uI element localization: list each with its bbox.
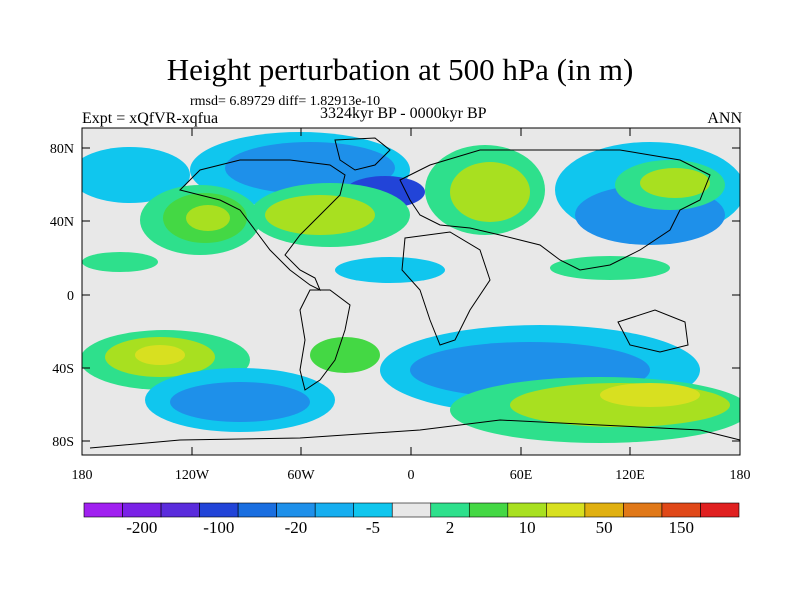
colorbar-label-4: 2 [446,518,455,537]
colorbar-box-11 [507,502,547,518]
lon-label-120e: 120E [615,468,645,483]
colorbar-box-14 [623,502,663,518]
colorbar-label-3: -5 [366,518,380,537]
contour-field [82,128,740,455]
colorbar-box-4 [237,502,277,518]
lat-label-80n: 80N [50,142,74,157]
contour-nh-atlantic-blue [225,142,395,194]
contour-sh-southern-positive-peak [600,383,700,407]
contour-tropical-pacific [82,252,158,272]
colorbar [83,502,740,518]
colorbar-box-9 [430,502,470,518]
colorbar-labels: -200 -100 -20 -5 2 10 50 150 [126,518,694,537]
lon-label-0: 0 [408,468,415,483]
colorbar-label-6: 50 [596,518,613,537]
coast-greenland [334,137,391,171]
contour-tropical-indian [550,256,670,280]
colorbar-box-5 [276,502,316,518]
colorbar-box-3 [199,502,239,518]
colorbar-box-8 [391,502,432,518]
tick-marks [81,128,741,455]
rmsd-diff-stats: rmsd= 6.89729 diff= 1.82913e-10 [190,94,381,109]
lon-label-180w: 180 [72,468,93,483]
colorbar-box-1 [122,502,162,518]
colorbar-label-5: 10 [519,518,536,537]
colorbar-box-10 [468,502,509,518]
coastlines [89,137,741,449]
contour-nh-pacific-negative [82,147,190,203]
coast-eurasia [399,149,711,271]
period-label: 3324kyr BP - 0000kyr BP [320,105,487,122]
colorbar-box-16 [700,502,740,518]
coast-antarctica [89,419,741,449]
coast-africa [401,231,491,346]
lat-label-40s: 40S [52,362,74,377]
lon-label-60e: 60E [510,468,533,483]
colorbar-label-2: -20 [285,518,308,537]
colorbar-label-0: -200 [126,518,157,537]
lon-label-120w: 120W [175,468,210,483]
colorbar-box-7 [353,502,393,518]
coast-south-america [299,289,351,391]
contour-nh-europe-positive-core [450,162,530,222]
coast-australia [617,309,689,353]
colorbar-label-7: 150 [668,518,694,537]
coast-north-america [179,159,346,292]
contour-nh-pacific-positive-peak [186,205,230,231]
lat-label-80s: 80S [52,435,74,450]
plot-title: Height perturbation at 500 hPa (in m) [166,52,634,87]
colorbar-box-13 [584,502,624,518]
contour-tropical-atlantic [335,257,445,283]
season-label: ANN [707,110,742,127]
colorbar-box-6 [314,502,355,518]
colorbar-box-2 [160,502,200,518]
experiment-label: Expt = xQfVR-xqfua [82,110,219,127]
contour-nh-pacific-east-positive-core [640,168,710,198]
lon-label-180e: 180 [730,468,751,483]
contour-sh-pacific-positive-peak [135,345,185,365]
colorbar-box-0 [83,502,123,518]
colorbar-box-15 [661,502,701,518]
colorbar-label-1: -100 [203,518,234,537]
contour-sh-pacific-negative-core [170,382,310,422]
lon-label-60w: 60W [287,468,315,483]
lat-label-0: 0 [67,289,74,304]
contour-sh-atlantic-positive [310,337,380,373]
colorbar-box-12 [546,502,586,518]
lat-label-40n: 40N [50,215,74,230]
